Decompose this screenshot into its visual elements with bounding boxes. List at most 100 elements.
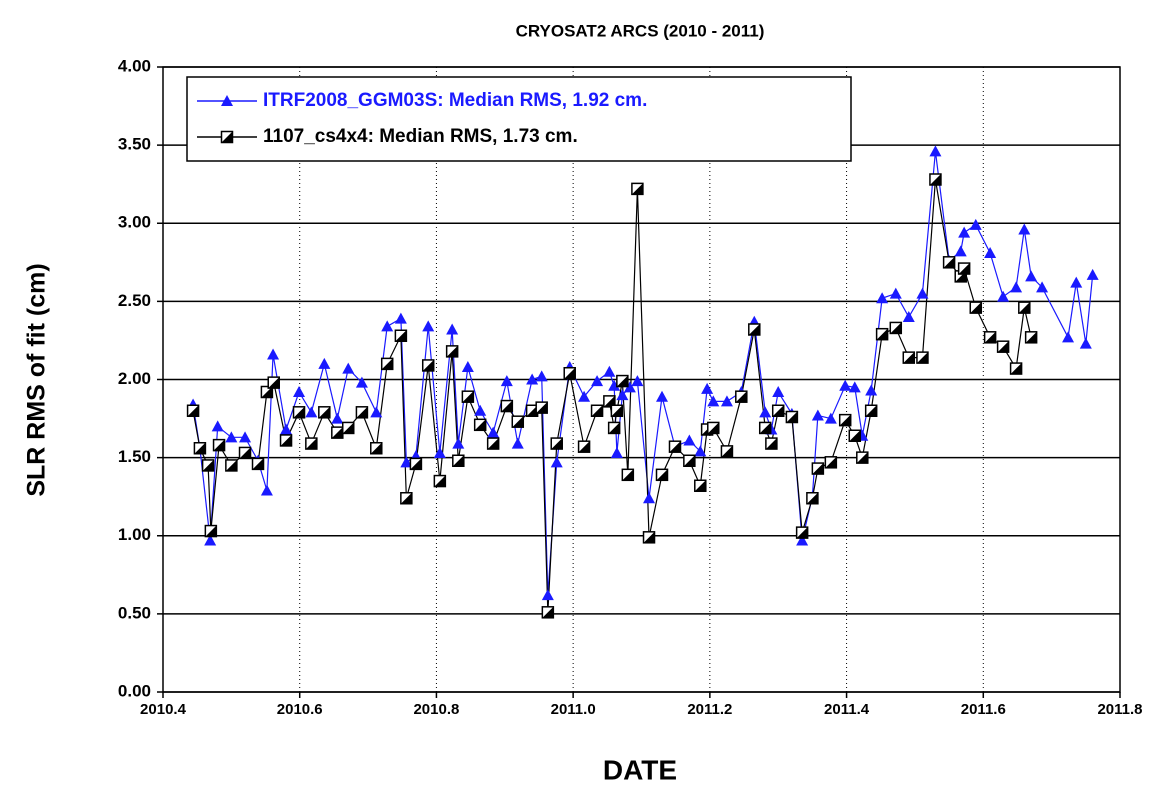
marker: [260, 385, 274, 399]
marker: [610, 446, 623, 458]
square-half: [268, 377, 280, 389]
triangle: [221, 95, 233, 106]
marker: [421, 359, 435, 372]
y-tick-label: 4.00: [118, 56, 151, 75]
marker: [526, 373, 539, 385]
marker: [305, 406, 318, 418]
marker: [758, 421, 772, 435]
marker: [694, 479, 707, 492]
marker: [591, 375, 604, 387]
marker: [370, 442, 383, 455]
marker: [720, 395, 733, 407]
triangle: [526, 373, 539, 385]
square-half: [748, 324, 760, 335]
marker: [838, 413, 852, 427]
square-half: [370, 442, 382, 454]
square-half: [305, 438, 317, 450]
marker: [642, 531, 656, 544]
x-tick-label: 2011.8: [1097, 701, 1142, 718]
square-half: [395, 330, 407, 342]
triangle: [422, 320, 435, 332]
marker: [220, 130, 234, 144]
marker: [772, 386, 785, 397]
square-half: [564, 367, 576, 379]
square-half: [410, 458, 422, 470]
marker: [461, 390, 475, 403]
marker: [511, 437, 524, 449]
triangle: [331, 412, 344, 424]
marker: [204, 524, 218, 538]
marker: [541, 589, 554, 601]
marker: [957, 262, 971, 275]
marker: [916, 287, 929, 299]
square-half: [765, 438, 777, 450]
triangle: [772, 386, 785, 397]
marker: [865, 384, 878, 396]
marker: [446, 323, 459, 335]
marker: [683, 434, 696, 446]
marker: [381, 320, 394, 332]
marker: [889, 287, 902, 299]
triangle: [239, 431, 252, 443]
square-half: [721, 445, 733, 457]
marker: [1010, 281, 1023, 293]
marker: [759, 406, 772, 418]
x-tick-label: 2011.2: [687, 701, 732, 718]
triangle: [550, 456, 563, 468]
marker: [1086, 268, 1099, 280]
marker: [603, 365, 616, 377]
triangle: [984, 246, 997, 258]
triangle: [370, 406, 383, 418]
square-half: [759, 422, 771, 434]
marker: [193, 442, 207, 455]
triangle: [608, 379, 621, 391]
square-half: [616, 375, 628, 387]
marker: [225, 431, 238, 443]
marker: [342, 362, 355, 374]
triangle: [958, 226, 971, 238]
marker: [211, 420, 224, 432]
square-half: [462, 391, 474, 403]
marker: [1024, 331, 1038, 344]
triangle: [701, 382, 714, 394]
triangle: [839, 379, 852, 391]
marker: [394, 329, 408, 342]
square-half: [707, 422, 719, 434]
square-half: [213, 439, 225, 451]
square-half: [1025, 331, 1037, 343]
triangle: [400, 456, 413, 468]
triangle: [610, 446, 623, 458]
square-half: [536, 402, 548, 414]
triangle: [267, 348, 280, 360]
triangle: [487, 426, 500, 438]
square-half: [772, 405, 784, 417]
marker: [251, 457, 265, 471]
square-half: [958, 263, 970, 275]
triangle: [916, 287, 929, 299]
triangle: [876, 292, 889, 304]
square-half: [221, 131, 233, 143]
marker: [694, 445, 707, 457]
marker: [238, 446, 252, 460]
x-axis-label: DATE: [603, 754, 677, 785]
marker: [631, 182, 644, 196]
marker: [221, 95, 233, 106]
marker: [902, 311, 915, 322]
triangle: [889, 287, 902, 299]
square-half: [331, 427, 343, 439]
marker: [958, 226, 971, 238]
triangle: [225, 431, 238, 443]
x-tick-label: 2010.8: [413, 701, 459, 718]
marker: [683, 454, 696, 467]
marker: [370, 406, 383, 418]
marker: [433, 446, 446, 458]
triangle: [535, 370, 548, 382]
square-half: [205, 525, 217, 537]
square-half: [608, 422, 620, 434]
marker: [942, 256, 956, 269]
triangle: [211, 420, 224, 432]
marker: [201, 459, 215, 472]
triangle: [603, 365, 616, 377]
marker: [550, 437, 563, 450]
